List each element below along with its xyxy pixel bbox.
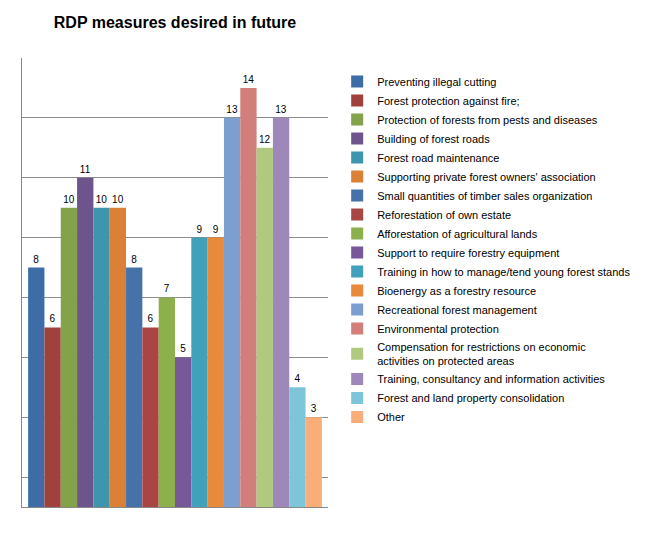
svg-text:8: 8 [33, 254, 39, 265]
svg-text:9: 9 [196, 224, 202, 235]
svg-text:Preventing illegal cutting: Preventing illegal cutting [377, 76, 496, 88]
svg-text:Forest protection against fire: Forest protection against fire; [377, 95, 519, 107]
svg-text:8: 8 [131, 254, 137, 265]
svg-text:Forest road maintenance: Forest road maintenance [377, 152, 499, 164]
svg-text:6: 6 [50, 313, 56, 324]
svg-text:Other: Other [377, 411, 405, 423]
svg-text:Reforestation of own estate: Reforestation of own estate [377, 209, 511, 221]
svg-text:Recreational forest management: Recreational forest management [377, 304, 537, 316]
svg-text:Support to require forestry eq: Support to require forestry equipment [377, 247, 559, 259]
svg-text:13: 13 [226, 104, 238, 115]
svg-text:Small quantities of timber sal: Small quantities of timber sales organiz… [377, 190, 592, 202]
svg-text:6: 6 [148, 313, 154, 324]
svg-text:3: 3 [311, 403, 317, 414]
svg-text:4: 4 [294, 373, 300, 384]
svg-text:5: 5 [180, 343, 186, 354]
svg-text:Compensation for restrictions: Compensation for restrictions on economi… [377, 341, 586, 367]
svg-text:12: 12 [259, 134, 271, 145]
svg-text:Building of forest roads: Building of forest roads [377, 133, 490, 145]
svg-text:13: 13 [275, 104, 287, 115]
svg-text:7: 7 [164, 283, 170, 294]
svg-text:10: 10 [96, 194, 108, 205]
svg-text:RDP measures desired in future: RDP measures desired in future [54, 14, 297, 31]
svg-text:Bioenergy as a forestry resour: Bioenergy as a forestry resource [377, 285, 536, 297]
svg-text:10: 10 [63, 194, 75, 205]
svg-text:9: 9 [213, 224, 219, 235]
svg-text:14: 14 [243, 74, 255, 85]
svg-text:Supporting private forest owne: Supporting private forest owners' associ… [377, 171, 596, 183]
svg-text:Afforestation of agricultural: Afforestation of agricultural lands [377, 228, 537, 240]
svg-text:Forest and land property conso: Forest and land property consolidation [377, 392, 564, 404]
svg-text:Training in how to manage/tend: Training in how to manage/tend young for… [377, 266, 630, 278]
svg-text:Training, consultancy and info: Training, consultancy and information ac… [377, 373, 605, 385]
svg-text:Environmental protection: Environmental protection [377, 323, 499, 335]
svg-text:10: 10 [112, 194, 124, 205]
svg-text:Protection of forests from pes: Protection of forests from pests and dis… [377, 114, 598, 126]
svg-text:11: 11 [80, 164, 91, 175]
